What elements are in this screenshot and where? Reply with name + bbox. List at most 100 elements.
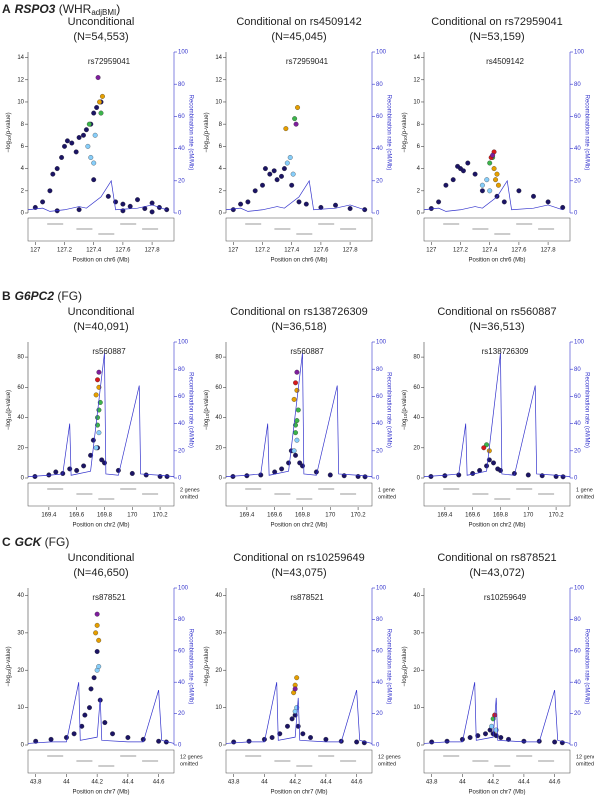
y-label-part: (p-value): [204, 646, 210, 670]
y2-axis-label: Recombination rate (cM/Mb): [583, 629, 589, 705]
x-tick-label: 43.8: [30, 780, 42, 786]
y-tick-label: 0: [417, 743, 421, 749]
snp-point: [59, 155, 65, 160]
y2-tick-label: 40: [178, 146, 185, 152]
snp-point: [303, 201, 309, 207]
x-tick-label: 127.6: [115, 248, 131, 254]
snp-point: [290, 171, 296, 177]
y-tick-label: 20: [215, 668, 222, 674]
y-label-part: −log: [402, 419, 408, 431]
x-tick-label: 127.4: [482, 248, 498, 254]
y-label-part: (p-value): [402, 112, 408, 136]
y2-tick-label: 40: [178, 421, 185, 427]
snp-point: [81, 132, 86, 138]
section-header: A RSPO3 (WHRadjBMI): [2, 2, 120, 17]
y-label-sub: 10: [7, 413, 12, 419]
snp-point: [74, 467, 80, 473]
snp-point: [135, 197, 140, 203]
y-label-part: −log: [204, 141, 210, 153]
snp-point: [269, 735, 275, 740]
snp-point: [230, 207, 236, 213]
gene-note: omitted: [576, 761, 594, 767]
snp-point: [479, 182, 485, 188]
snp-point: [95, 75, 101, 80]
y2-tick-label: 0: [178, 476, 182, 482]
trait-end: ): [116, 2, 120, 16]
chart-title: Conditional on rs72959041: [431, 16, 563, 28]
y-tick-label: 60: [413, 385, 420, 391]
y-label-part: −log: [402, 141, 408, 153]
y2-tick-label: 0: [574, 211, 578, 217]
recombination-line: [27, 682, 175, 744]
x-tick-label: 127: [426, 248, 437, 254]
gene-note: omitted: [180, 761, 198, 767]
y2-tick-label: 60: [178, 394, 185, 400]
chart-subtitle: (N=53,159): [469, 31, 524, 43]
snp-point: [143, 472, 149, 478]
x-axis-label: Position on chr2 (Mb): [72, 523, 129, 529]
y-tick-label: 0: [21, 476, 25, 482]
snp-point: [490, 152, 496, 158]
y-tick-label: 40: [215, 415, 222, 421]
snp-point: [295, 105, 300, 110]
index-snp-label: rs4509142: [486, 57, 524, 66]
snp-point: [91, 177, 97, 183]
x-tick-label: 127.6: [511, 248, 527, 254]
y2-tick-label: 40: [574, 680, 581, 686]
snp-point: [262, 166, 268, 172]
gene-note: omitted: [576, 494, 594, 500]
gene-note: 1 gene: [378, 487, 395, 493]
snp-point: [69, 140, 75, 146]
recombination-line: [423, 179, 563, 212]
snp-point: [467, 735, 473, 740]
snp-point: [281, 166, 287, 172]
y-tick-label: 10: [17, 705, 24, 711]
x-tick-label: 169.8: [295, 513, 311, 519]
y2-tick-label: 20: [574, 711, 581, 717]
y-tick-label: 2: [21, 188, 25, 194]
y2-tick-label: 80: [574, 617, 581, 623]
y2-tick-label: 100: [178, 50, 189, 56]
y-tick-label: 80: [215, 355, 222, 361]
x-axis-label: Position on chr6 (Mb): [468, 258, 525, 264]
snp-point: [362, 474, 368, 480]
x-tick-label: 127.4: [86, 248, 102, 254]
y-tick-label: 12: [413, 77, 420, 83]
snp-point: [95, 377, 100, 383]
chart-subtitle: (N=45,045): [271, 31, 326, 43]
snp-point: [88, 686, 94, 692]
x-tick-label: 44.4: [122, 780, 134, 786]
snp-point: [149, 209, 155, 215]
y-tick-label: 14: [215, 55, 222, 61]
y2-tick-label: 20: [376, 178, 383, 184]
y2-tick-label: 60: [376, 648, 383, 654]
y-tick-label: 10: [413, 705, 420, 711]
gene-track: [225, 217, 373, 242]
y-tick-label: 0: [417, 211, 421, 217]
snp-point: [94, 105, 100, 110]
y-label-part: (p-value): [204, 390, 210, 414]
snp-point: [294, 675, 300, 681]
section-letter: B: [2, 289, 11, 303]
chart-title: Unconditional: [68, 306, 135, 318]
snp-point: [102, 720, 108, 726]
y2-tick-label: 80: [178, 82, 185, 88]
gene-track: [423, 217, 571, 242]
y-label-sub: 10: [205, 413, 210, 419]
y2-tick-label: 100: [574, 50, 585, 56]
y-label-part: (p-value): [402, 390, 408, 414]
snp-point: [489, 723, 495, 729]
x-tick-label: 44: [459, 780, 466, 786]
x-tick-label: 170: [127, 513, 138, 519]
snp-point: [48, 736, 54, 742]
y-tick-label: 10: [413, 100, 420, 106]
snp-point: [460, 168, 466, 174]
x-axis-label: Position on chr7 (Mb): [270, 790, 327, 796]
y-tick-label: 30: [215, 630, 222, 636]
snp-point: [296, 199, 302, 205]
snp-point: [98, 110, 104, 116]
gene-note: 1 gene: [576, 487, 593, 493]
snp-point: [487, 160, 493, 166]
snp-point: [516, 188, 522, 194]
y-tick-label: 40: [17, 415, 24, 421]
